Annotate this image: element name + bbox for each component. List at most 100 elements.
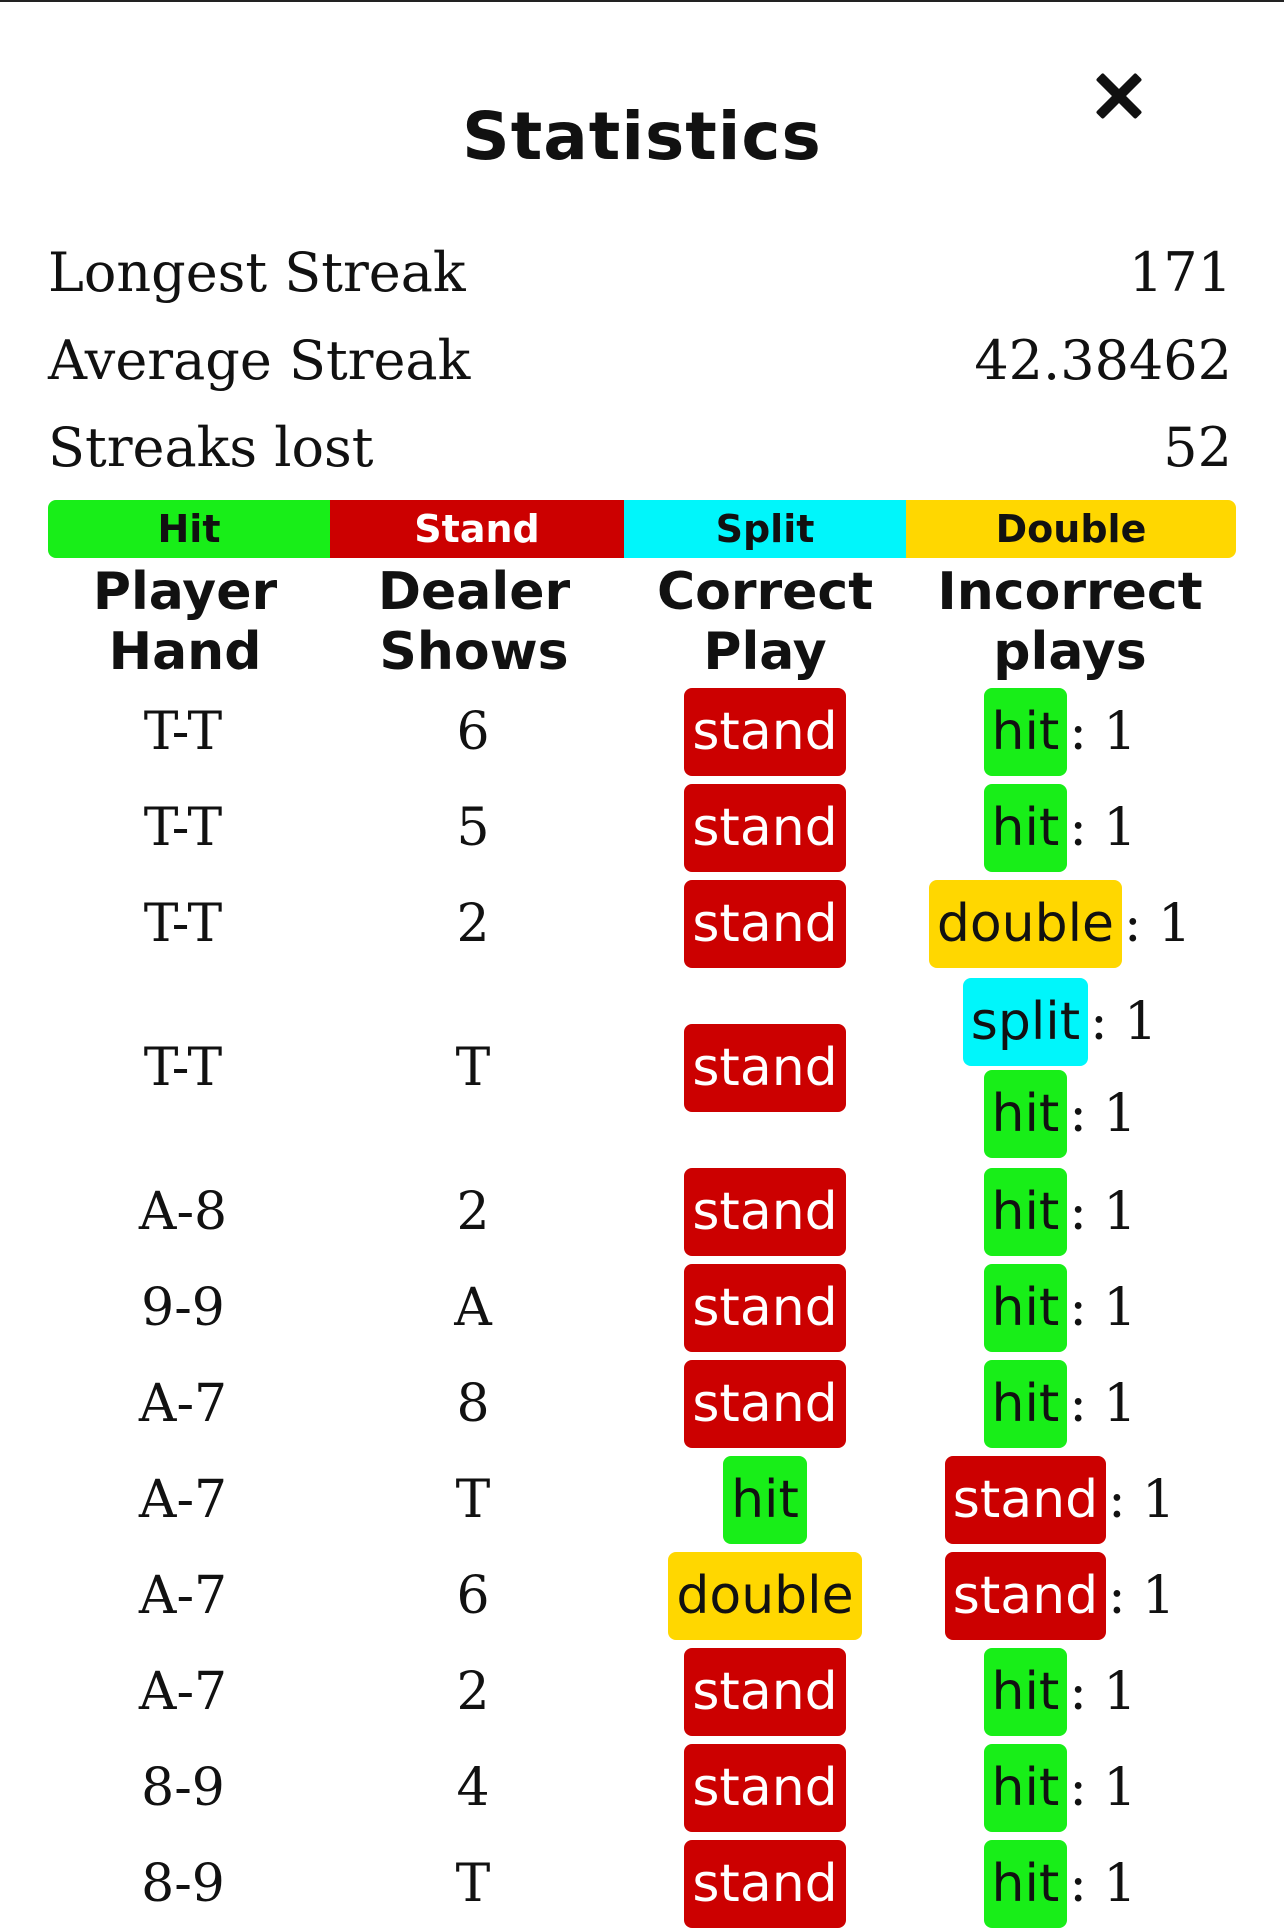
correct-play-cell: stand xyxy=(615,1164,915,1260)
correct-play-badge: stand xyxy=(684,688,846,776)
correct-play-cell: stand xyxy=(615,972,915,1164)
player-hand-cell: T-T xyxy=(143,1038,223,1098)
player-hand-cell: T-T xyxy=(143,702,223,762)
player-hand-cell: A-7 xyxy=(138,1566,228,1626)
dealer-shows-cell: 8 xyxy=(456,1374,490,1434)
correct-play-badge: stand xyxy=(684,1168,846,1256)
incorrect-play-entry: hit: 1 xyxy=(983,1358,1137,1450)
correct-play-cell: stand xyxy=(615,876,915,972)
incorrect-play-count: : 1 xyxy=(1108,1470,1176,1530)
incorrect-play-badge: hit xyxy=(983,1070,1068,1158)
correct-play-cell: stand xyxy=(615,1356,915,1452)
incorrect-plays-cell: hit: 1 xyxy=(880,1356,1240,1452)
incorrect-play-count: : 1 xyxy=(1069,1084,1137,1144)
incorrect-play-badge: hit xyxy=(983,1744,1068,1832)
column-header-correct-play: Correct Play xyxy=(656,562,874,682)
incorrect-plays-cell: double: 1 xyxy=(880,876,1240,972)
correct-play-cell: stand xyxy=(615,684,915,780)
incorrect-plays-cell: hit: 1 xyxy=(880,780,1240,876)
incorrect-play-badge: hit xyxy=(983,1168,1068,1256)
incorrect-play-count: : 1 xyxy=(1069,1374,1137,1434)
incorrect-play-count: : 1 xyxy=(1069,1758,1137,1818)
correct-play-badge: double xyxy=(668,1552,862,1640)
stat-streaks-lost: Streaks lost 52 xyxy=(48,407,1232,487)
dealer-shows-cell: 2 xyxy=(456,1182,490,1242)
legend-hit: Hit xyxy=(48,500,330,558)
correct-play-cell: stand xyxy=(615,1740,915,1836)
dealer-shows-cell: T xyxy=(455,1038,491,1098)
incorrect-play-entry: stand: 1 xyxy=(944,1550,1176,1642)
correct-play-badge: stand xyxy=(684,1024,846,1112)
incorrect-play-entry: stand: 1 xyxy=(944,1454,1176,1546)
incorrect-plays-cell: hit: 1 xyxy=(880,1260,1240,1356)
player-hand-cell: T-T xyxy=(143,798,223,858)
incorrect-plays-cell: hit: 1 xyxy=(880,1644,1240,1740)
incorrect-plays-cell: stand: 1 xyxy=(880,1452,1240,1548)
column-header-dealer-shows: Dealer Shows xyxy=(377,562,571,682)
incorrect-play-badge: stand xyxy=(944,1456,1107,1544)
color-legend: Hit Stand Split Double xyxy=(48,500,1236,558)
incorrect-plays-cell: hit: 1 xyxy=(880,1836,1240,1932)
table-row: T-T 2 stand double: 1 xyxy=(0,876,1284,972)
dealer-shows-cell: 2 xyxy=(456,1662,490,1722)
stat-label: Average Streak xyxy=(48,328,471,392)
top-border xyxy=(0,0,1284,2)
column-header-incorrect-plays: Incorrect plays xyxy=(937,562,1203,682)
player-hand-cell: A-7 xyxy=(138,1470,228,1530)
correct-play-cell: stand xyxy=(615,1644,915,1740)
page-title: Statistics xyxy=(462,98,822,175)
stat-value: 52 xyxy=(1163,415,1232,479)
column-header-player-hand: Player Hand xyxy=(92,562,278,682)
correct-play-cell: double xyxy=(615,1548,915,1644)
dealer-shows-cell: T xyxy=(455,1470,491,1530)
stat-value: 171 xyxy=(1128,240,1232,304)
incorrect-play-badge: hit xyxy=(983,688,1068,776)
incorrect-play-badge: stand xyxy=(944,1552,1107,1640)
table-row: T-T 6 stand hit: 1 xyxy=(0,684,1284,780)
incorrect-play-entry: hit: 1 xyxy=(983,1838,1136,1930)
incorrect-play-badge: hit xyxy=(983,784,1068,872)
table-row: A-7 6 double stand: 1 xyxy=(0,1548,1284,1644)
table-row: T-T 5 stand hit: 1 xyxy=(0,780,1284,876)
incorrect-plays-cell: stand: 1 xyxy=(880,1548,1240,1644)
incorrect-play-entry: hit: 1 xyxy=(983,1742,1137,1834)
incorrect-play-count: : 1 xyxy=(1108,1566,1176,1626)
player-hand-cell: A-8 xyxy=(138,1182,228,1242)
player-hand-cell: A-7 xyxy=(138,1374,228,1434)
correct-play-badge: hit xyxy=(723,1456,807,1544)
table-row: A-8 2 stand hit: 1 xyxy=(0,1164,1284,1260)
incorrect-play-count: : 1 xyxy=(1069,702,1137,762)
dealer-shows-cell: 2 xyxy=(456,894,490,954)
correct-play-cell: stand xyxy=(615,780,915,876)
correct-play-cell: stand xyxy=(615,1260,915,1356)
legend-split: Split xyxy=(624,500,906,558)
legend-double: Double xyxy=(906,500,1236,558)
incorrect-play-badge: hit xyxy=(983,1264,1068,1352)
incorrect-play-entry: hit: 1 xyxy=(983,1646,1137,1738)
incorrect-plays-cell: hit: 1 xyxy=(880,1740,1240,1836)
incorrect-play-count: : 1 xyxy=(1069,1278,1137,1338)
legend-stand: Stand xyxy=(330,500,624,558)
incorrect-play-count: : 1 xyxy=(1069,1662,1137,1722)
player-hand-cell: 9-9 xyxy=(141,1278,225,1338)
correct-play-badge: stand xyxy=(684,1360,846,1448)
correct-play-cell: stand xyxy=(615,1836,915,1932)
player-hand-cell: 8-9 xyxy=(141,1758,225,1818)
correct-play-badge: stand xyxy=(684,1840,846,1928)
incorrect-plays-cell: hit: 1 xyxy=(880,684,1240,780)
correct-play-cell: hit xyxy=(615,1452,915,1548)
incorrect-play-badge: hit xyxy=(983,1840,1068,1928)
incorrect-play-entry: double: 1 xyxy=(928,878,1191,970)
incorrect-play-entry: hit: 1 xyxy=(983,782,1137,874)
incorrect-play-count: : 1 xyxy=(1069,1182,1137,1242)
incorrect-play-count: : 1 xyxy=(1069,798,1137,858)
incorrect-plays-cell: split: 1 hit: 1 xyxy=(880,972,1240,1164)
dealer-shows-cell: 4 xyxy=(456,1758,490,1818)
correct-play-badge: stand xyxy=(684,1744,846,1832)
incorrect-play-entry: hit: 1 xyxy=(983,686,1137,778)
incorrect-play-badge: hit xyxy=(983,1648,1068,1736)
incorrect-play-entry: split: 1 xyxy=(962,976,1157,1068)
